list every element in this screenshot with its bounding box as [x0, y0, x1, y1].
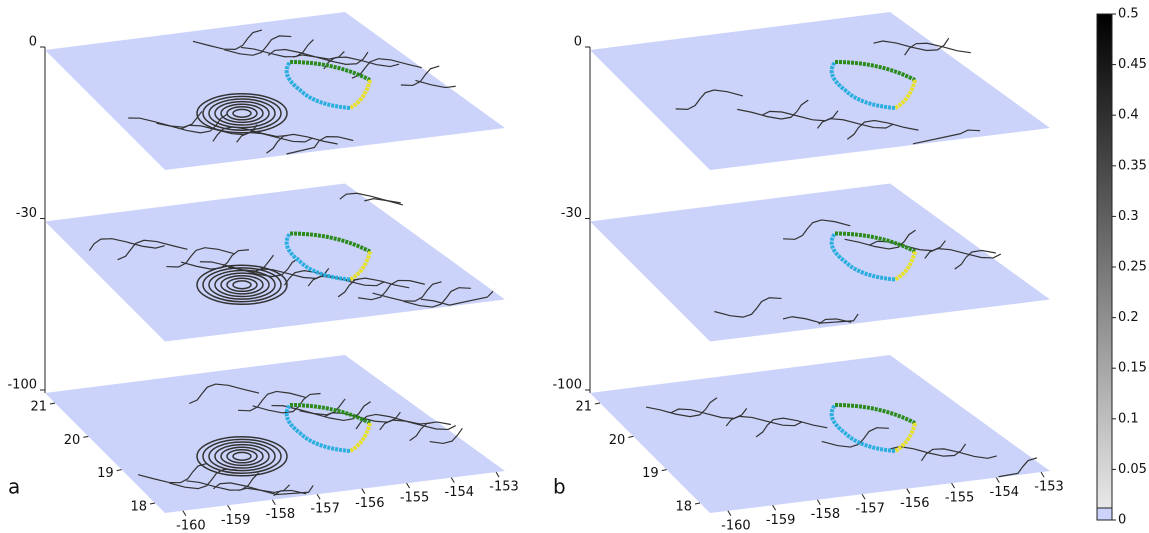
plane	[590, 184, 1050, 342]
x-tick-label: -153	[1034, 480, 1064, 495]
slice-plane	[45, 355, 505, 513]
x-tick-label: -154	[990, 485, 1020, 500]
y-tick	[83, 436, 88, 437]
slice-plane	[590, 355, 1050, 513]
y-tick	[628, 436, 633, 437]
colorbar-tick-label: 0.25	[1118, 260, 1147, 275]
x-tick-label: -159	[221, 513, 251, 528]
x-tick-label: -158	[811, 507, 841, 522]
y-tick-label: 21	[575, 400, 592, 415]
y-tick	[695, 503, 700, 504]
panel-label: a	[8, 475, 20, 499]
page: {"chart_data": [ {"type": "slices", "pan…	[0, 0, 1149, 533]
x-tick	[317, 494, 320, 499]
z-tick-label: 0	[574, 35, 582, 50]
slice-plane	[590, 184, 1050, 342]
x-tick	[272, 500, 275, 505]
x-tick-label: -153	[489, 480, 519, 495]
x-tick-label: -156	[355, 496, 385, 511]
x-tick-label: -160	[721, 518, 751, 533]
colorbar-tick-label: 0.45	[1118, 57, 1147, 72]
y-tick-label: 19	[97, 466, 114, 481]
y-tick-label: 20	[609, 433, 626, 448]
y-tick	[50, 403, 55, 404]
slice-plane	[45, 12, 505, 170]
x-tick	[451, 478, 454, 483]
x-tick	[496, 472, 499, 477]
z-tick-label: -30	[16, 206, 37, 221]
x-tick	[907, 489, 910, 494]
x-tick	[996, 478, 999, 483]
x-tick-label: -154	[445, 485, 475, 500]
y-tick-label: 19	[642, 466, 659, 481]
z-tick-label: -100	[7, 378, 37, 393]
plane	[590, 355, 1050, 513]
x-tick-label: -156	[900, 496, 930, 511]
x-tick-label: -155	[400, 491, 430, 506]
x-tick	[183, 511, 186, 516]
x-tick-label: -157	[310, 502, 340, 517]
colorbar-tick-label: 0.05	[1118, 462, 1147, 477]
y-tick-label: 18	[130, 500, 147, 515]
z-tick-label: 0	[29, 35, 37, 50]
colorbar-tick-label: 0	[1118, 513, 1126, 528]
y-tick-label: 20	[64, 433, 81, 448]
x-tick	[862, 494, 865, 499]
y-tick-label: 21	[30, 400, 47, 415]
plane	[45, 184, 505, 342]
y-tick	[595, 403, 600, 404]
slice-plane	[45, 184, 505, 342]
x-tick-label: -158	[266, 507, 296, 522]
plane	[45, 355, 505, 513]
plane	[590, 12, 1050, 170]
y-tick	[662, 470, 667, 471]
x-tick	[817, 500, 820, 505]
panel-label: b	[553, 475, 566, 499]
slice-plane	[590, 12, 1050, 170]
x-tick	[362, 489, 365, 494]
x-tick-label: -159	[766, 513, 796, 528]
x-tick	[773, 505, 776, 510]
colorbar-tick-label: 0.2	[1118, 310, 1139, 325]
y-tick-label: 18	[675, 500, 692, 515]
x-tick	[952, 483, 955, 488]
colorbar-tick-label: 0.15	[1118, 361, 1147, 376]
colorbar-tick-label: 0.5	[1118, 7, 1139, 22]
x-tick	[728, 511, 731, 516]
x-tick	[228, 505, 231, 510]
x-tick	[407, 483, 410, 488]
x-tick-label: -160	[176, 518, 206, 533]
x-tick-label: -157	[855, 502, 885, 517]
colorbar-tick-label: 0.1	[1118, 411, 1139, 426]
colorbar	[1097, 14, 1112, 508]
colorbar-tick-label: 0.35	[1118, 158, 1147, 173]
colorbar-low	[1097, 508, 1112, 520]
colorbar-tick-label: 0.4	[1118, 108, 1139, 123]
y-tick	[150, 503, 155, 504]
x-tick	[1041, 472, 1044, 477]
figure: 0 -30 -100 -160 -159 -158 -157 -156 -155 -154 -153…	[0, 0, 1149, 533]
colorbar-tick-label: 0.3	[1118, 209, 1139, 224]
x-tick-label: -155	[945, 491, 975, 506]
z-tick-label: -30	[561, 206, 582, 221]
z-tick-label: -100	[552, 378, 582, 393]
y-tick	[117, 470, 122, 471]
